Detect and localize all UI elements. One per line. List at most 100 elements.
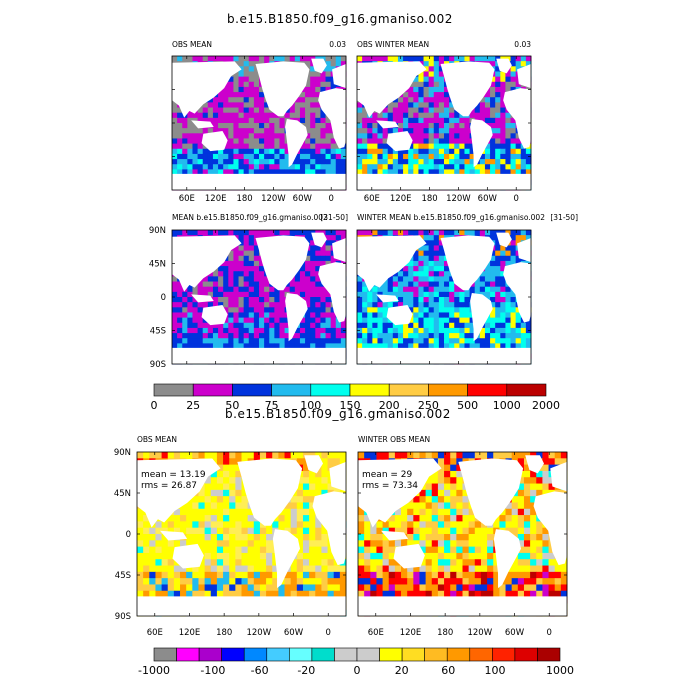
field-cell (413, 508, 420, 516)
field-cell (357, 143, 363, 150)
field-cell (315, 483, 322, 491)
field-cell (238, 245, 245, 252)
field-cell (335, 235, 342, 241)
field-cell (241, 571, 249, 579)
field-cell (325, 255, 332, 262)
field-cell (259, 317, 265, 324)
field-cell (264, 153, 270, 160)
field-cell (274, 338, 280, 344)
field-cell (515, 230, 522, 236)
field-cell (243, 133, 250, 139)
field-cell (238, 312, 245, 319)
field-cell (172, 281, 178, 288)
field-cell (500, 107, 506, 114)
field-cell (247, 546, 255, 554)
field-cell (444, 271, 450, 277)
field-cell (474, 286, 481, 293)
field-cell (554, 458, 562, 466)
field-cell (305, 281, 311, 288)
field-cell (320, 245, 326, 252)
field-cell (444, 56, 450, 62)
field-cell (186, 527, 193, 535)
field-cell (490, 148, 496, 155)
field-cell (495, 138, 501, 145)
field-cell (233, 143, 239, 150)
field-cell (264, 338, 270, 344)
field-cell (505, 112, 511, 119)
field-cell (253, 291, 260, 298)
field-cell (392, 159, 399, 165)
field-cell (177, 343, 183, 349)
field-cell (456, 521, 463, 529)
field-cell (207, 56, 214, 62)
field-cell (438, 271, 445, 277)
field-cell (495, 71, 501, 78)
field-cell (238, 338, 245, 344)
field-cell (264, 56, 270, 62)
field-cell (305, 86, 311, 93)
field-cell (490, 317, 496, 324)
field-cell (449, 169, 455, 175)
field-cell (218, 281, 224, 288)
field-cell (327, 458, 335, 466)
field-cell (428, 128, 435, 134)
field-cell (413, 148, 419, 155)
field-cell (510, 76, 517, 83)
field-cell (177, 307, 183, 313)
field-cell (172, 138, 178, 145)
field-cell (266, 452, 273, 459)
field-cell (233, 250, 239, 257)
field-cell (238, 138, 245, 145)
field-cell (367, 138, 373, 145)
field-cell (315, 333, 321, 339)
field-cell (321, 458, 328, 466)
field-cell (248, 317, 255, 324)
field-cell (413, 291, 419, 298)
field-cell (229, 565, 236, 573)
field-cell (243, 281, 250, 288)
field-cell (315, 169, 321, 175)
field-cell (299, 230, 306, 236)
field-cell (290, 565, 298, 573)
field-cell (172, 148, 178, 155)
field-cell (372, 112, 378, 119)
field-cell (289, 164, 296, 170)
field-cell (500, 102, 506, 108)
field-cell (330, 307, 337, 313)
field-cell (248, 230, 255, 236)
field-cell (456, 464, 463, 472)
field-cell (517, 502, 525, 510)
field-cell (357, 322, 363, 329)
field-cell (520, 322, 527, 329)
field-cell (223, 291, 229, 298)
field-cell (413, 271, 419, 277)
field-cell (377, 148, 383, 155)
field-cell (305, 148, 311, 155)
field-cell (218, 164, 224, 170)
field-cell (187, 112, 193, 119)
field-cell (444, 302, 450, 308)
field-cell (327, 565, 335, 573)
field-cell (279, 307, 285, 313)
field-cell (173, 590, 181, 598)
field-cell (474, 527, 482, 535)
field-cell (305, 143, 311, 150)
field-cell (449, 302, 455, 308)
field-cell (382, 117, 389, 124)
field-cell (216, 552, 224, 560)
field-cell (419, 502, 427, 510)
field-cell (253, 452, 261, 459)
field-cell (425, 534, 433, 541)
field-cell (423, 128, 430, 134)
field-cell (284, 338, 291, 344)
field-cell (413, 76, 419, 83)
field-cell (454, 312, 460, 319)
field-cell (499, 515, 506, 522)
field-cell (161, 534, 169, 541)
field-cell (155, 546, 162, 554)
field-cell (223, 343, 229, 349)
field-cell (505, 515, 513, 522)
field-cell (197, 286, 204, 293)
field-cell (253, 143, 260, 150)
field-cell (302, 464, 310, 472)
